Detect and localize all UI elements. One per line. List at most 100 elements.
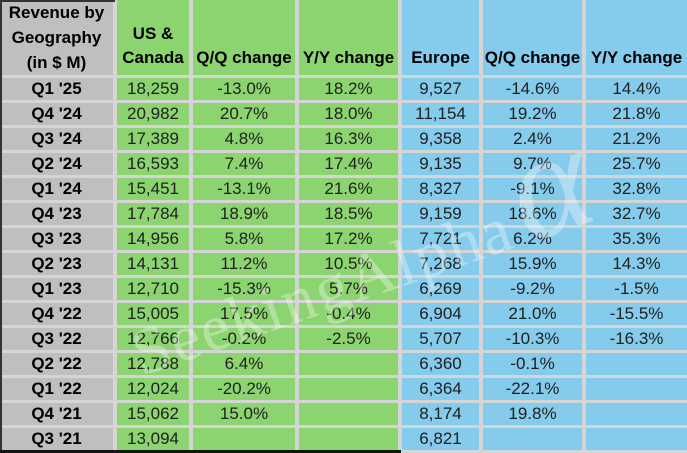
table-cell: 9,135 bbox=[402, 153, 479, 175]
table-cell: 17.4% bbox=[299, 153, 398, 175]
table-cell bbox=[586, 378, 687, 400]
table-cell: 18.9% bbox=[193, 203, 295, 225]
row-label: Q2 '24 bbox=[0, 153, 113, 175]
table-cell: 9,159 bbox=[402, 203, 479, 225]
row-label: Q3 '23 bbox=[0, 228, 113, 250]
row-label: Q3 '21 bbox=[0, 428, 113, 450]
table-cell: 16.3% bbox=[299, 128, 398, 150]
table-cell: 7,721 bbox=[402, 228, 479, 250]
table-cell: -2.5% bbox=[299, 328, 398, 350]
table-cell: 32.7% bbox=[586, 203, 687, 225]
table-cell: -0.4% bbox=[299, 303, 398, 325]
col-header-europe: Europe bbox=[402, 0, 479, 75]
table-cell bbox=[586, 353, 687, 375]
table-cell: 13,094 bbox=[117, 428, 189, 450]
col-header-eu-yy-change: Y/Y change bbox=[586, 0, 687, 75]
table-cell: 15,005 bbox=[117, 303, 189, 325]
row-label: Q3 '22 bbox=[0, 328, 113, 350]
table-cell: 6.4% bbox=[193, 353, 295, 375]
table-cell: 15,062 bbox=[117, 403, 189, 425]
table-cell: 12,766 bbox=[117, 328, 189, 350]
row-label: Q1 '22 bbox=[0, 378, 113, 400]
table-cell: 17,389 bbox=[117, 128, 189, 150]
row-label: Q1 '23 bbox=[0, 278, 113, 300]
table-cell: 5.7% bbox=[299, 278, 398, 300]
table-cell: 16,593 bbox=[117, 153, 189, 175]
table-cell bbox=[299, 378, 398, 400]
table-cell: 19.8% bbox=[483, 403, 582, 425]
table-cell: -13.0% bbox=[193, 78, 295, 100]
table-cell: 21.8% bbox=[586, 103, 687, 125]
table-cell: -1.5% bbox=[586, 278, 687, 300]
table-cell: -13.1% bbox=[193, 178, 295, 200]
table-cell: -0.1% bbox=[483, 353, 582, 375]
table-cell: 9.7% bbox=[483, 153, 582, 175]
table-cell: 21.0% bbox=[483, 303, 582, 325]
table-cell: 18.6% bbox=[483, 203, 582, 225]
table-cell: 17,784 bbox=[117, 203, 189, 225]
table-cell: 20,982 bbox=[117, 103, 189, 125]
table-cell: -16.3% bbox=[586, 328, 687, 350]
row-label: Q2 '22 bbox=[0, 353, 113, 375]
table-cell: 17.5% bbox=[193, 303, 295, 325]
table-cell: 35.3% bbox=[586, 228, 687, 250]
col-header-us-canada: US & Canada bbox=[117, 0, 189, 75]
row-label: Q4 '22 bbox=[0, 303, 113, 325]
table-cell: 2.4% bbox=[483, 128, 582, 150]
table-cell: 5,707 bbox=[402, 328, 479, 350]
table-cell: -0.2% bbox=[193, 328, 295, 350]
table-cell: -9.1% bbox=[483, 178, 582, 200]
table-cell: -10.3% bbox=[483, 328, 582, 350]
table-cell: 15.0% bbox=[193, 403, 295, 425]
table-cell: 12,710 bbox=[117, 278, 189, 300]
table-cell bbox=[299, 403, 398, 425]
row-label: Q4 '23 bbox=[0, 203, 113, 225]
table-cell: 9,527 bbox=[402, 78, 479, 100]
table-cell: 12,788 bbox=[117, 353, 189, 375]
table-cell bbox=[193, 428, 295, 450]
row-label: Q4 '21 bbox=[0, 403, 113, 425]
table-cell: 17.2% bbox=[299, 228, 398, 250]
table-cell: 19.2% bbox=[483, 103, 582, 125]
row-label: Q3 '24 bbox=[0, 128, 113, 150]
table-cell: 6,364 bbox=[402, 378, 479, 400]
table-cell: 7,268 bbox=[402, 253, 479, 275]
col-header-eu-qq-change: Q/Q change bbox=[483, 0, 582, 75]
table-cell: 4.8% bbox=[193, 128, 295, 150]
table-cell: 18,259 bbox=[117, 78, 189, 100]
table-cell bbox=[299, 428, 398, 450]
table-cell: 6,360 bbox=[402, 353, 479, 375]
table-cell: 18.0% bbox=[299, 103, 398, 125]
table-cell bbox=[586, 428, 687, 450]
row-label: Q4 '24 bbox=[0, 103, 113, 125]
table-cell: 10.5% bbox=[299, 253, 398, 275]
row-label: Q1 '25 bbox=[0, 78, 113, 100]
table-cell bbox=[586, 403, 687, 425]
col-header-us-yy-change: Y/Y change bbox=[299, 0, 398, 75]
table-cell: 6,269 bbox=[402, 278, 479, 300]
table-cell: 11.2% bbox=[193, 253, 295, 275]
table-cell bbox=[299, 353, 398, 375]
table-cell: 6,821 bbox=[402, 428, 479, 450]
table-cell: 8,174 bbox=[402, 403, 479, 425]
table-cell: -15.3% bbox=[193, 278, 295, 300]
table-cell: 14,956 bbox=[117, 228, 189, 250]
table-cell: -22.1% bbox=[483, 378, 582, 400]
table-cell: -14.6% bbox=[483, 78, 582, 100]
table-cell: 32.8% bbox=[586, 178, 687, 200]
table-cell: 12,024 bbox=[117, 378, 189, 400]
table-cell: 21.2% bbox=[586, 128, 687, 150]
row-label: Q2 '23 bbox=[0, 253, 113, 275]
table-cell: 18.5% bbox=[299, 203, 398, 225]
table-cell: 7.4% bbox=[193, 153, 295, 175]
table-cell: 9,358 bbox=[402, 128, 479, 150]
table-cell: 8,327 bbox=[402, 178, 479, 200]
table-cell: 5.8% bbox=[193, 228, 295, 250]
table-cell: 15.9% bbox=[483, 253, 582, 275]
table-cell: 20.7% bbox=[193, 103, 295, 125]
table-cell: 25.7% bbox=[586, 153, 687, 175]
table-cell: 14,131 bbox=[117, 253, 189, 275]
table-title: Revenue by Geography (in $ M) bbox=[0, 0, 113, 75]
